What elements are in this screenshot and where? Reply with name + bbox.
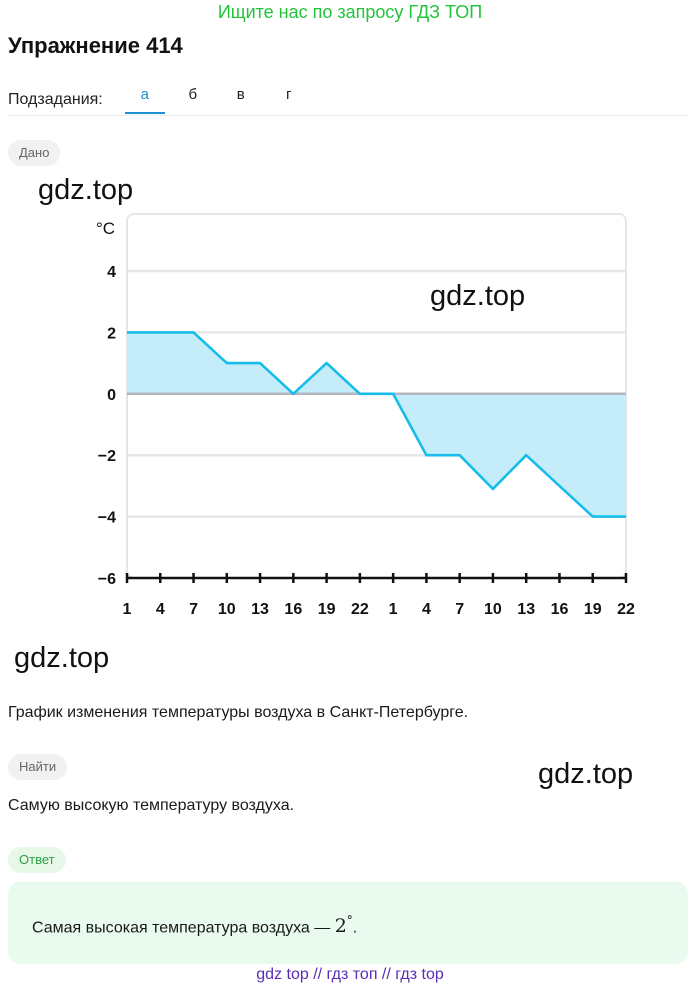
y-tick-label: −2	[98, 448, 116, 465]
tab-g[interactable]: г	[285, 86, 292, 103]
x-tick-label: 10	[218, 601, 236, 618]
watermark: gdz.top	[538, 758, 634, 790]
watermark: gdz.top	[38, 174, 134, 206]
x-tick-label: 1	[389, 601, 398, 618]
subtask-nav: Подзадания: а б в г	[8, 86, 317, 114]
x-tick-label: 7	[455, 601, 464, 618]
x-tick-label: 4	[156, 601, 165, 618]
y-tick-label: 0	[107, 387, 116, 404]
page-title: Упражнение 414	[8, 33, 183, 58]
x-tick-label: 4	[422, 601, 431, 618]
x-tick-labels: 1 4 7 10 13 16 19 22 1 4 7 10 13 16 19 22	[123, 601, 635, 618]
answer-value: 2°	[334, 914, 353, 938]
subtasks-label: Подзадания:	[8, 91, 103, 108]
temperature-chart: 4 2 0 −2 −4 −6 1 4 7 10 13 16 19 22 1 4 7 10 13 16 19 22 °C	[96, 213, 635, 618]
answer-text: Самая высокая температура воздуха — 2°.	[32, 914, 357, 937]
x-tick-label: 19	[318, 601, 336, 618]
watermark: gdz.top	[430, 280, 526, 312]
given-badge: Дано	[8, 140, 61, 166]
given-text: График изменения температуры воздуха в С…	[8, 704, 469, 721]
x-tick-label: 22	[351, 601, 369, 618]
y-tick-label: 2	[107, 325, 116, 342]
answer-sentence: Самая высокая температура воздуха —	[32, 919, 331, 937]
x-tick-label: 7	[189, 601, 198, 618]
footer-links[interactable]: gdz top // гдз топ // гдз top	[256, 966, 444, 983]
x-tick-label: 13	[251, 601, 269, 618]
answer-box: Самая высокая температура воздуха — 2°.	[8, 882, 688, 964]
y-tick-label: −6	[98, 571, 116, 588]
y-tick-labels: 4 2 0 −2 −4 −6	[98, 264, 116, 588]
x-tick-label: 16	[551, 601, 569, 618]
x-tick-label: 22	[617, 601, 635, 618]
series-line	[127, 331, 626, 518]
answer-end: .	[352, 919, 358, 937]
y-axis-label: °C	[96, 219, 115, 238]
tab-v[interactable]: в	[236, 86, 245, 103]
y-tick-label: −4	[98, 510, 116, 527]
answer-unit: °	[346, 914, 353, 928]
x-tick-label: 1	[123, 601, 132, 618]
x-ticks	[125, 573, 628, 583]
answer-number: 2	[334, 915, 347, 938]
watermark: gdz.top	[14, 642, 110, 674]
promo-banner[interactable]: Ищите нас по запросу ГДЗ ТОП	[217, 2, 483, 22]
find-badge: Найти	[8, 754, 68, 780]
x-tick-label: 13	[517, 601, 535, 618]
find-text: Самую высокую температуру воздуха.	[8, 797, 295, 814]
divider	[8, 115, 688, 116]
x-tick-label: 16	[284, 601, 302, 618]
tab-a[interactable]: а	[124, 86, 165, 114]
y-tick-label: 4	[107, 264, 116, 281]
tab-b[interactable]: б	[188, 86, 198, 103]
x-tick-label: 19	[584, 601, 602, 618]
answer-badge: Ответ	[8, 847, 66, 873]
x-tick-label: 10	[484, 601, 502, 618]
area-fill	[127, 332, 626, 517]
